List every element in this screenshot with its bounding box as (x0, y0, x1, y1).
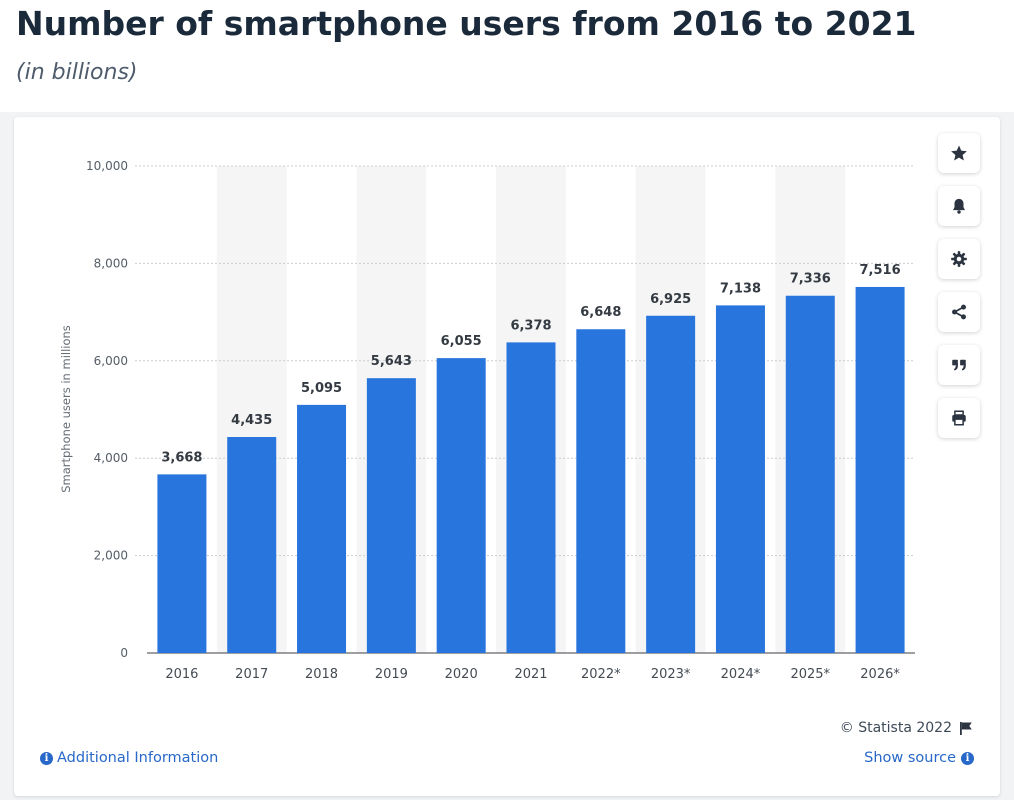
data-label: 4,435 (231, 413, 272, 428)
additional-information-link[interactable]: i Additional Information (40, 750, 218, 766)
x-tick-label: 2026* (860, 667, 900, 682)
x-tick-label: 2016 (165, 667, 198, 682)
quote-icon (952, 359, 966, 371)
info-icon: i (40, 751, 53, 765)
x-tick-label: 2023* (651, 667, 691, 682)
page-title: Number of smartphone users from 2016 to … (16, 4, 917, 43)
data-label: 7,138 (720, 281, 761, 296)
copyright: © Statista 2022 (840, 720, 974, 736)
bar (576, 329, 626, 653)
x-tick-label: 2022* (581, 667, 621, 682)
print-button[interactable] (938, 398, 980, 438)
additional-information-label: Additional Information (57, 750, 219, 766)
x-tick-label: 2025* (790, 667, 830, 682)
x-tick-label: 2019 (375, 667, 408, 682)
share-button[interactable] (938, 292, 980, 332)
copyright-text: © Statista 2022 (839, 720, 952, 736)
bar (157, 474, 207, 653)
star-icon (951, 145, 967, 161)
settings-button[interactable] (938, 239, 980, 279)
x-tick-label: 2020 (445, 667, 478, 682)
x-tick-label: 2021 (514, 667, 547, 682)
page-subtitle: (in billions) (16, 60, 138, 85)
bar (227, 437, 277, 653)
cite-button[interactable] (938, 345, 980, 385)
x-tick-label: 2017 (235, 667, 268, 682)
y-tick-label: 6,000 (94, 354, 128, 368)
y-axis-label: Smartphone users in millions (59, 325, 73, 493)
print-icon (952, 410, 966, 426)
y-tick-label: 0 (120, 646, 128, 660)
bar-chart: 0 2,000 4,000 6,000 8,000 10,000 Smartphone us… (59, 159, 915, 682)
info-icon: i (961, 751, 974, 765)
header: Number of smartphone users from 2016 to … (0, 0, 1014, 112)
bar (436, 358, 486, 653)
bar (715, 305, 765, 653)
data-label: 5,095 (301, 381, 342, 396)
favorite-button[interactable] (938, 133, 980, 173)
notification-button[interactable] (938, 186, 980, 226)
data-label: 3,668 (161, 450, 202, 465)
share-icon (952, 304, 966, 320)
data-label: 6,648 (580, 305, 621, 320)
data-label: 6,055 (441, 334, 482, 349)
show-source-link[interactable]: Show source i (864, 750, 974, 766)
bar (646, 315, 696, 653)
show-source-label: Show source (864, 750, 956, 766)
y-tick-label: 8,000 (94, 256, 128, 270)
x-tick-label: 2018 (305, 667, 338, 682)
bell-icon (953, 198, 965, 214)
bar (855, 286, 905, 653)
bar (366, 378, 416, 653)
data-label: 5,643 (371, 354, 412, 369)
chart-card: 0 2,000 4,000 6,000 8,000 10,000 Smartphone us… (14, 117, 1000, 796)
y-tick-label: 10,000 (86, 159, 128, 173)
gear-icon (951, 251, 967, 267)
data-label: 6,378 (510, 318, 551, 333)
data-label: 7,516 (860, 263, 901, 278)
flag-icon[interactable] (958, 720, 974, 736)
y-tick-label: 2,000 (94, 549, 128, 563)
bar (297, 404, 347, 653)
bar (506, 342, 556, 653)
x-tick-label: 2024* (721, 667, 761, 682)
data-label: 7,336 (790, 272, 831, 287)
bar (785, 295, 835, 653)
y-tick-label: 4,000 (94, 451, 128, 465)
chart-toolbar (938, 133, 982, 451)
data-label: 6,925 (650, 292, 691, 307)
